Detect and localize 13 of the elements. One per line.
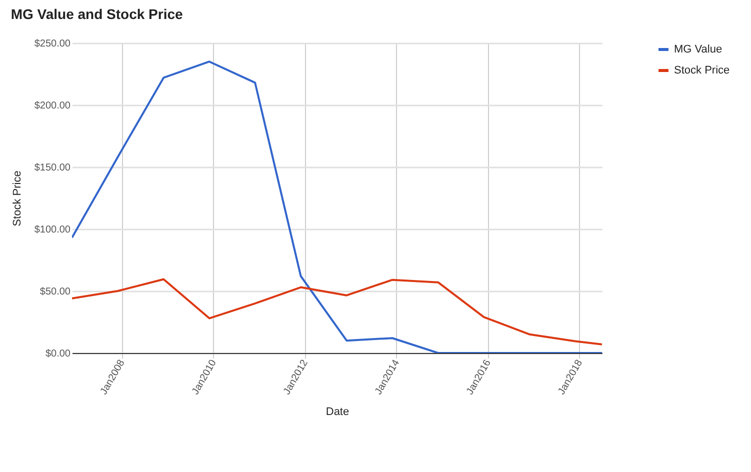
y-axis-title: Stock Price (11, 170, 24, 226)
y-tick-label: $0.00 (45, 348, 71, 360)
y-tick-label: $100.00 (34, 224, 71, 236)
line-series (72, 60, 602, 353)
y-tick-label: $150.00 (34, 162, 71, 174)
legend-label: Stock Price (674, 64, 730, 76)
line-series (72, 278, 602, 346)
y-tick-label: $200.00 (34, 100, 71, 112)
y-tick-label: $250.00 (34, 38, 71, 50)
legend-label: MG Value (674, 44, 722, 56)
chart-title: MG Value and Stock Price (10, 6, 184, 22)
y-tick-label: $50.00 (40, 286, 71, 298)
x-axis-title: Date (326, 406, 350, 418)
